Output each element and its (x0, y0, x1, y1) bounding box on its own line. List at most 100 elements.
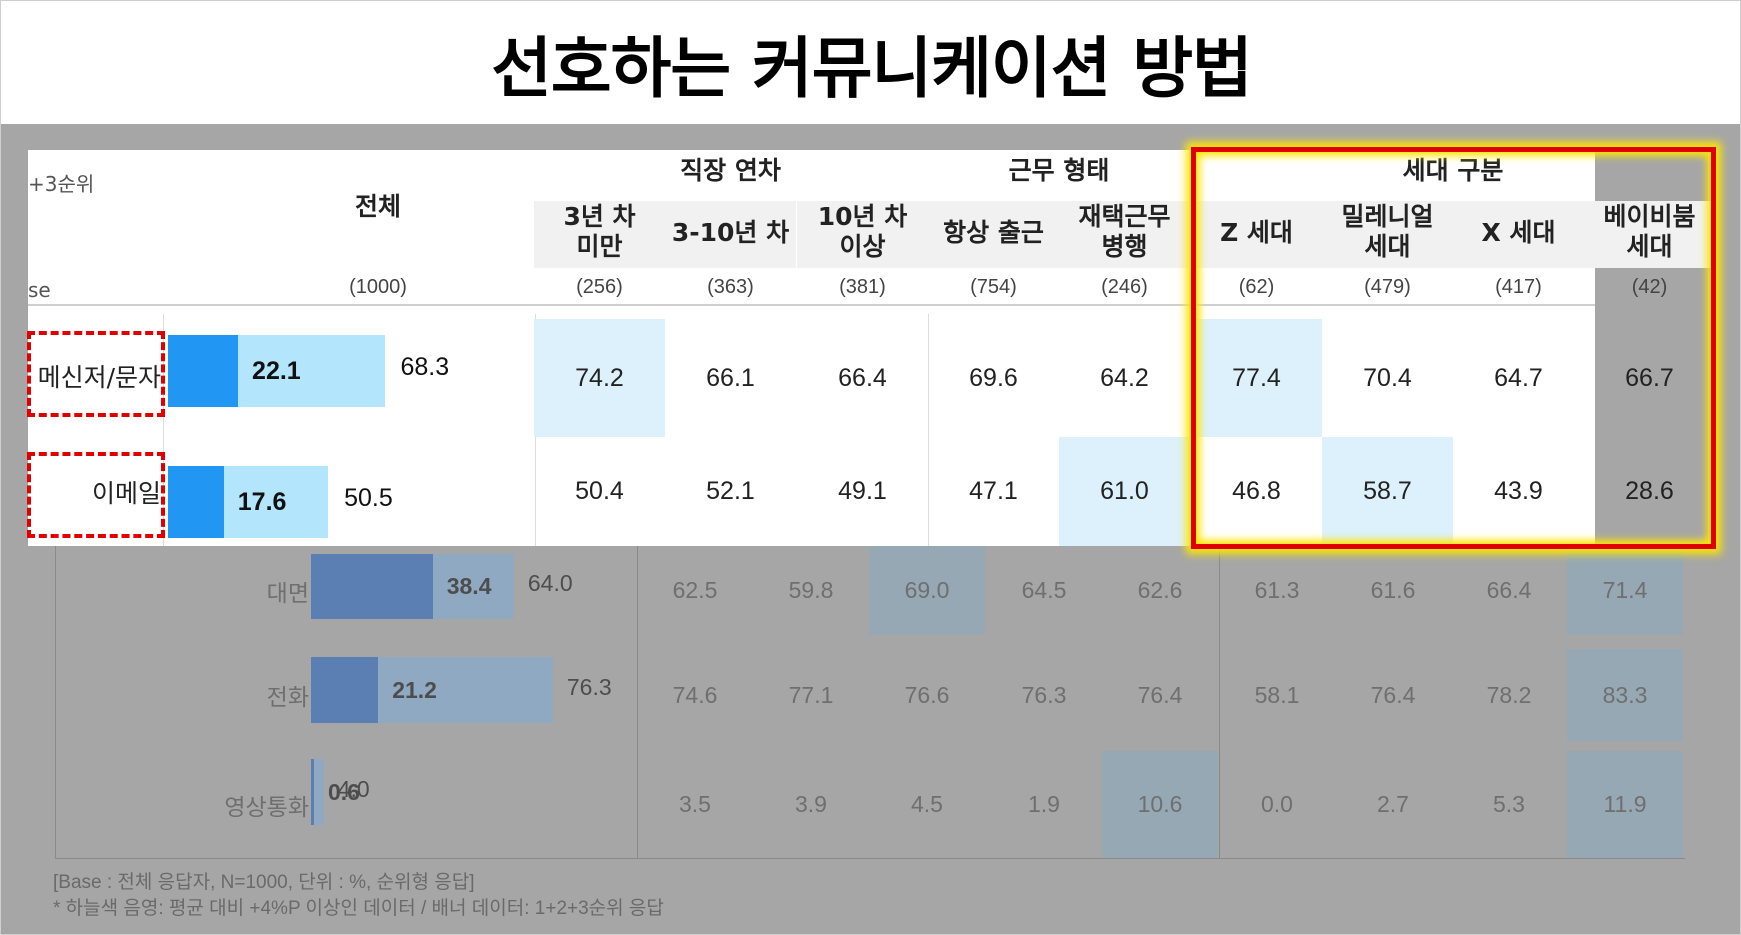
column-divider (928, 314, 929, 546)
base-note: [Base : 전체 응답자, N=1000, 단위 : %, 순위형 응답] (53, 872, 475, 893)
ghost-data-cell: 74.6 (672, 681, 718, 708)
column-header-label: Z 세대 (1220, 218, 1293, 247)
ghost-data-cell: 61.6 (1370, 577, 1416, 603)
group-header: 세대 구분 (1402, 156, 1504, 185)
ghost-bar-rank123 (311, 759, 324, 825)
row-label: 메신저/문자 (37, 363, 161, 392)
generation-highlight-box (1191, 147, 1716, 549)
ghost-row-label: 전화 (266, 685, 309, 711)
ghost-data-cell: 4.5 (911, 791, 943, 817)
data-cell: 43.9 (1494, 477, 1543, 505)
ghost-divider (637, 546, 638, 858)
ghost-data-cell: 76.3 (1021, 681, 1067, 708)
data-cell: 58.7 (1322, 437, 1453, 546)
column-header-cell (1191, 201, 1322, 268)
total-base: (1000) (349, 276, 407, 298)
bar-rank1-label: 22.1 (252, 356, 301, 385)
column-header-label: 3-10년 차 (671, 218, 790, 247)
group-header: 직장 연차 (680, 156, 781, 185)
ghost-data-cell: 77.1 (788, 681, 834, 708)
data-cell: 70.4 (1363, 363, 1412, 392)
ghost-data-cell: 3.5 (679, 791, 711, 817)
ghost-total-label: 76.3 (566, 673, 612, 700)
ghost-data-cell: 3.9 (795, 791, 827, 817)
column-header-label: 10년 차 이상 (817, 202, 908, 261)
bar-total-label: 50.5 (344, 483, 393, 512)
ghost-data-cell: 83.3 (1567, 649, 1683, 741)
column-base: (417) (1495, 276, 1542, 298)
data-cell: 28.6 (1625, 477, 1674, 505)
ghost-divider (55, 546, 56, 858)
data-cell: 47.1 (969, 477, 1018, 505)
slide-title: 선호하는 커뮤니케이션 방법 (491, 29, 1253, 107)
column-header-cell (928, 201, 1059, 268)
ghost-data-cell: 0.0 (1261, 791, 1293, 817)
legend-note: * 하늘색 음영: 평균 대비 +4%P 이상인 데이터 / 배너 데이터: 1… (53, 898, 664, 919)
column-base: (62) (1238, 276, 1275, 298)
column-header-cell (665, 201, 796, 268)
data-cell: 46.8 (1232, 477, 1281, 505)
data-cell: 77.4 (1191, 319, 1322, 437)
highlight-dashed-box-messenger (27, 331, 165, 417)
column-base: (363) (707, 276, 754, 298)
ghost-data-cell: 71.4 (1567, 546, 1683, 635)
data-cell: 61.0 (1059, 437, 1190, 546)
data-cell: 49.1 (838, 477, 887, 505)
column-header-cell (797, 201, 928, 268)
rank-note: +3순위 (28, 172, 95, 196)
zoomed-table-panel: +3순위 se 전체 (1000) 직장 연차 3년 차 미만 (256) 3-10년… (28, 150, 1715, 546)
bar-rank1 (168, 335, 239, 407)
ghost-data-cell: 78.2 (1486, 681, 1532, 708)
column-header-label: 재택근무 병행 (1078, 202, 1171, 261)
bar-rank1 (168, 466, 224, 538)
ghost-data-cell: 76.4 (1370, 681, 1416, 708)
column-base: (42) (1631, 276, 1668, 298)
data-cell: 66.7 (1625, 363, 1674, 392)
bar-rank1-label: 17.6 (237, 487, 287, 516)
ghost-bar-rank1 (311, 759, 314, 825)
ghost-rank1-label: 38.4 (446, 573, 492, 599)
ghost-data-cell: 76.4 (1137, 681, 1183, 708)
header-divider (28, 304, 1595, 306)
ghost-data-cell: 1.9 (1028, 791, 1060, 817)
column-base: (479) (1364, 276, 1411, 298)
column-base: (754) (970, 276, 1017, 298)
column-header-cell (1322, 201, 1453, 268)
column-header-label: 3년 차 미만 (563, 202, 636, 261)
ghost-divider (55, 858, 1685, 859)
ghost-row-label: 영상통화 (224, 794, 309, 821)
data-cell: 74.2 (534, 319, 665, 437)
base-row-label: se (28, 278, 51, 302)
ghost-data-cell: 61.3 (1254, 577, 1300, 603)
ghost-bar-rank1 (311, 657, 379, 723)
ghost-data-cell: 58.1 (1254, 681, 1300, 708)
ghost-row-label: 대면 (266, 580, 309, 607)
column-header-label: 베이비붐 세대 (1603, 202, 1696, 261)
ghost-data-cell: 62.6 (1137, 577, 1183, 603)
column-header-cell (1059, 201, 1190, 268)
ghost-data-cell: 2.7 (1377, 791, 1409, 817)
row-label: 이메일 (91, 478, 161, 508)
ghost-data-cell: 11.9 (1567, 751, 1683, 858)
column-base: (256) (576, 276, 623, 298)
data-cell: 64.7 (1494, 363, 1543, 392)
data-cell: 64.2 (1100, 363, 1149, 392)
bar-total-label: 68.3 (400, 352, 450, 381)
ghost-data-cell: 66.4 (1486, 577, 1532, 603)
data-cell: 66.1 (706, 363, 755, 392)
ghost-total-label: 64.0 (527, 570, 573, 596)
column-base: (381) (839, 276, 886, 298)
data-cell: 66.4 (838, 363, 887, 392)
total-header: 전체 (354, 192, 401, 221)
column-header-label: 밀레니얼 세대 (1341, 202, 1434, 261)
column-divider (163, 314, 164, 546)
column-header-label: X 세대 (1481, 218, 1556, 247)
ghost-data-cell: 10.6 (1102, 751, 1218, 858)
ghost-bar-rank1 (311, 554, 433, 619)
ghost-data-cell: 62.5 (672, 577, 718, 603)
data-cell: 52.1 (706, 477, 755, 505)
column-header-cell (1453, 201, 1584, 268)
ghost-data-cell: 5.3 (1493, 791, 1525, 817)
column-header-cell (1584, 201, 1715, 268)
